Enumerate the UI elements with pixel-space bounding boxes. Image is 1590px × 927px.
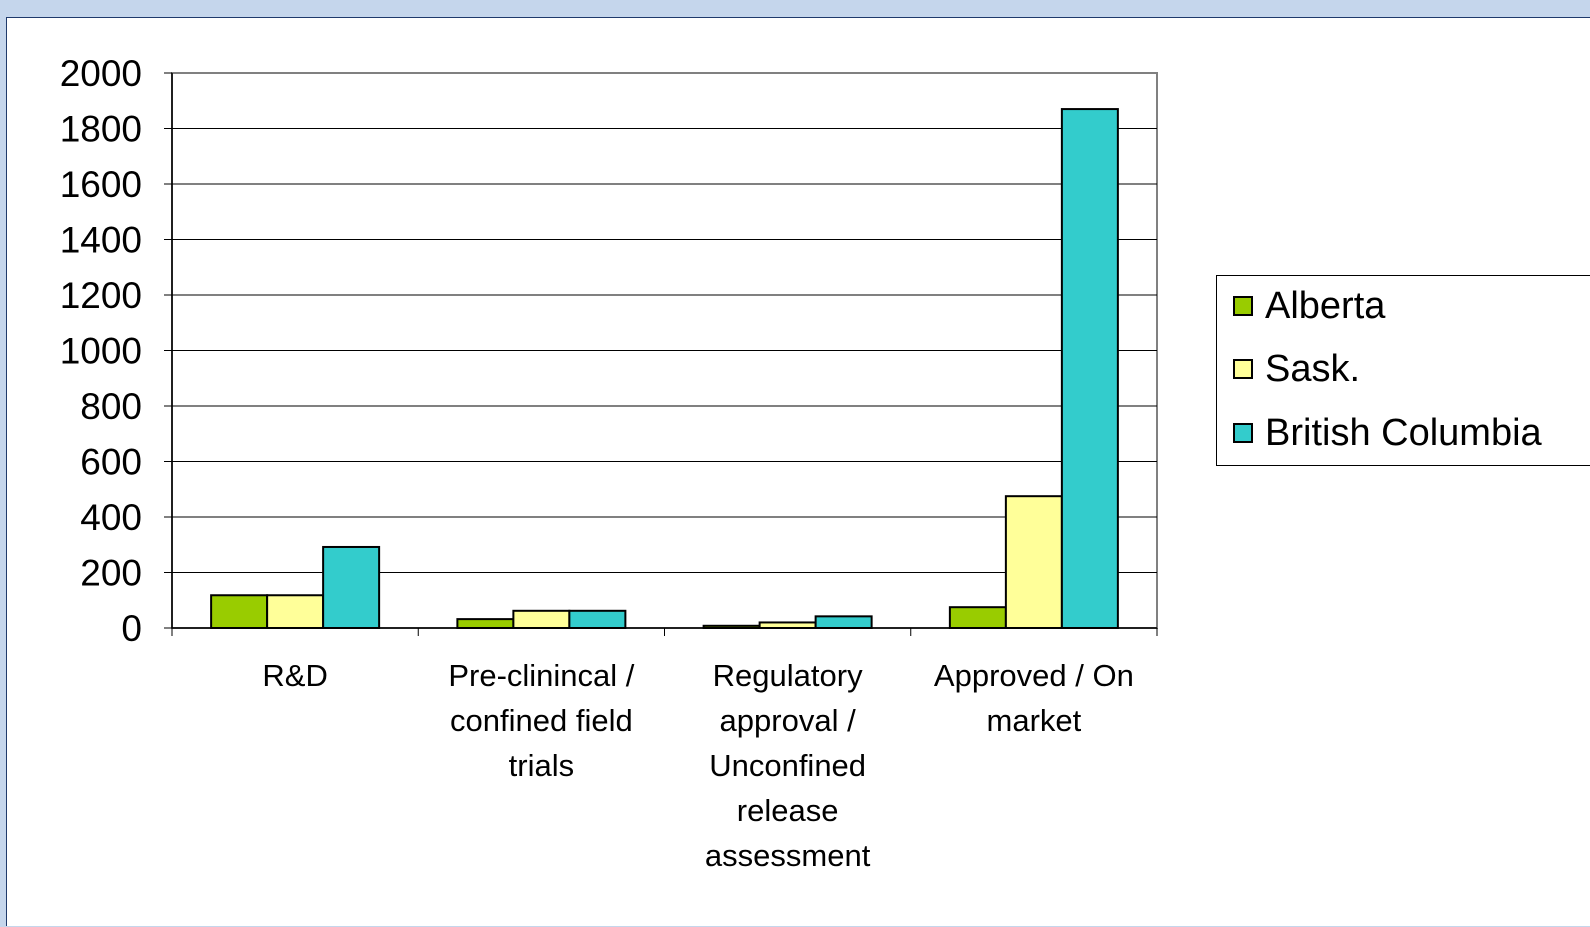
y-tick-label: 1400 [60,220,142,261]
bar-british-columbia [322,545,381,629]
y-tick-label: 400 [80,497,142,538]
y-tick-label: 200 [80,553,142,594]
x-tick-label-line: Approved / On [934,658,1134,693]
legend-swatch [1233,359,1253,379]
y-tick-label: 1600 [60,164,142,205]
bar-alberta [210,594,269,630]
x-tick-label: Approved / On market [934,658,1134,738]
x-tick-label-line: Pre-clinincal / [448,658,634,693]
legend-item: British Columbia [1233,411,1542,455]
y-tick-label: 1200 [60,275,142,316]
x-tick-label-line: release [737,793,839,828]
x-tick-label-line: market [987,703,1082,738]
x-tick-label-line: approval / [720,703,857,738]
x-tick-label: R&D [262,658,327,693]
bar-sask [758,621,817,630]
legend-swatch [1233,296,1253,316]
y-tick-label: 0 [121,608,142,649]
bar-alberta [702,624,761,630]
x-tick-label: Pre-clinincal / confined field trials [448,658,634,783]
bar-alberta [456,618,515,629]
legend-item: Alberta [1233,284,1385,328]
x-tick-label-line: confined field [450,703,633,738]
x-tick-label-line: assessment [705,838,871,873]
y-tick-label: 800 [80,386,142,427]
legend-label: Sask. [1265,347,1361,390]
legend-label: Alberta [1265,284,1386,327]
legend: Alberta Sask. British Columbia [1216,275,1590,466]
bar-sask [266,594,325,630]
bar-british-columbia [1060,108,1119,629]
chart-frame: 0 200 400 600 800 1000 1200 1400 1600 1800 2000 R&D… [6,17,1590,926]
bar-sask [1004,495,1063,629]
x-tick-label-line: trials [509,748,574,783]
x-tick-label-line: R&D [262,658,327,693]
x-tick-label-line: Regulatory [713,658,863,693]
y-tick-label: 1000 [60,331,142,372]
bar-british-columbia [814,615,873,629]
bar-chart: 0 200 400 600 800 1000 1200 1400 1600 1800 2000 R&D… [60,53,1158,873]
y-tick-label: 600 [80,442,142,483]
legend-swatch [1233,423,1253,443]
x-tick-label: Regulatory approval / Unconfined release ass… [705,658,871,873]
y-tick-label: 1800 [60,109,142,150]
legend-item: Sask. [1233,347,1360,391]
x-tick-label-line: Unconfined [709,748,866,783]
bar-alberta [948,606,1007,629]
legend-label: British Columbia [1265,411,1542,454]
y-tick-label: 2000 [60,53,142,94]
bar-british-columbia [568,609,627,629]
bar-sask [512,609,571,629]
